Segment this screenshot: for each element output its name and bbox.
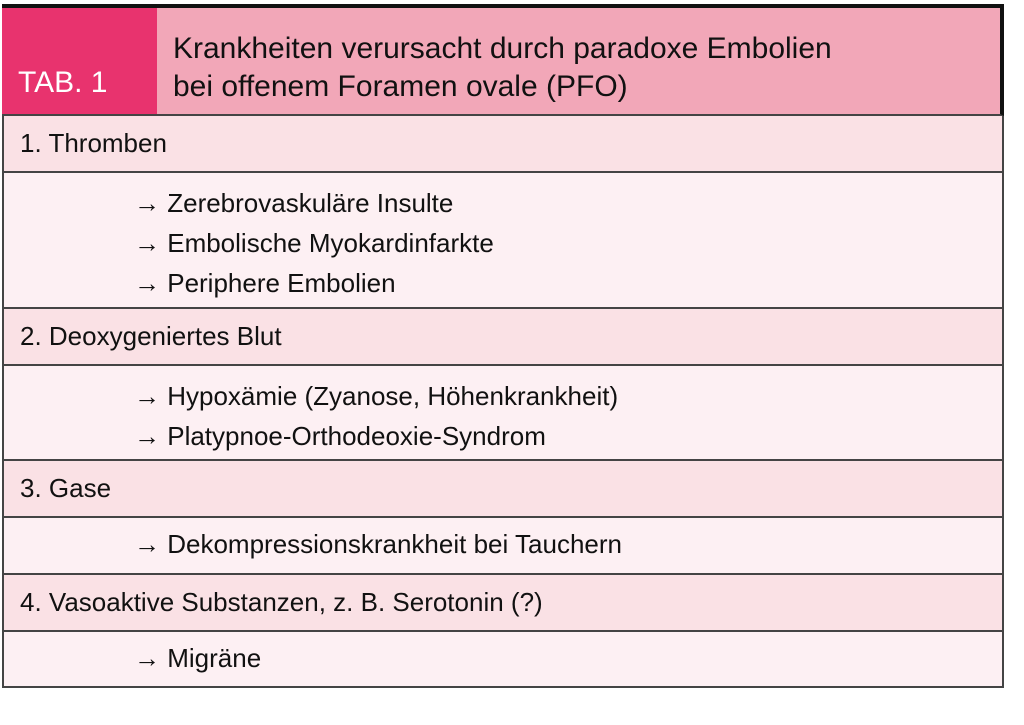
table-body: 1. Thromben → Zerebrovaskuläre Insulte → E… <box>2 116 1004 688</box>
list-item: → Hypoxämie (Zyanose, Höhenkrankheit) <box>134 381 619 411</box>
section-heading: 4. Vasoaktive Substanzen, z. B. Serotoni… <box>2 575 1004 632</box>
list-item: → Embolische Myokardinfarkte <box>134 228 494 258</box>
table-label: TAB. 1 <box>2 8 157 114</box>
list-item: → Periphere Embolien <box>134 268 396 298</box>
section-items: → Zerebrovaskuläre Insulte → Embolische M… <box>2 173 1004 309</box>
disease-table: TAB. 1 Krankheiten verursacht durch para… <box>2 4 1004 688</box>
section-heading: 1. Thromben <box>2 116 1004 173</box>
title-line-2: bei offenem Foramen ovale (PFO) <box>173 70 628 103</box>
section-heading: 2. Deoxygeniertes Blut <box>2 309 1004 366</box>
list-item: → Platypnoe-Orthodeoxie-Syndrom <box>134 421 546 451</box>
table-title: Krankheiten verursacht durch paradoxe Em… <box>157 8 1000 114</box>
section-items: → Dekompressionskrankheit bei Tauchern <box>2 518 1004 575</box>
list-item: → Migräne <box>134 643 262 673</box>
title-line-1: Krankheiten verursacht durch paradoxe Em… <box>173 32 832 65</box>
list-item: → Zerebrovaskuläre Insulte <box>134 188 454 218</box>
list-item: → Dekompressionskrankheit bei Tauchern <box>134 529 622 559</box>
section-heading: 3. Gase <box>2 461 1004 518</box>
section-items: → Hypoxämie (Zyanose, Höhenkrankheit) → P… <box>2 366 1004 461</box>
table-header: TAB. 1 Krankheiten verursacht durch para… <box>2 4 1004 116</box>
section-items: → Migräne <box>2 632 1004 688</box>
